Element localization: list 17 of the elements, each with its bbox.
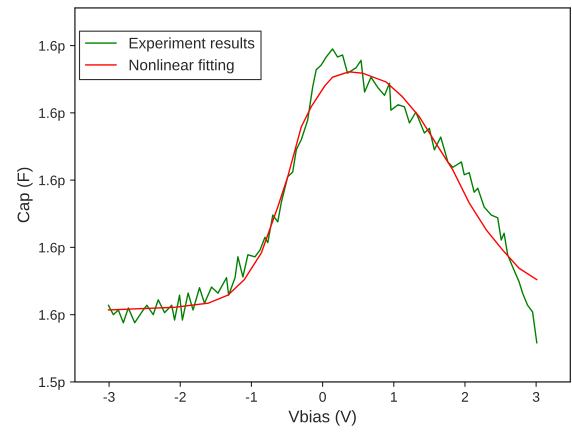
y-tick-label: 1.6p <box>39 175 65 188</box>
x-tick-label: 3 <box>532 392 540 402</box>
x-tick-label: -1 <box>246 392 257 402</box>
x-axis-title: Vbias (V) <box>288 410 356 426</box>
y-axis-title: Cap (F) <box>17 168 33 222</box>
legend-label: Nonlinear fitting <box>130 59 234 74</box>
y-tick-label: 1.5p <box>39 377 65 390</box>
y-tick-label: 1.6p <box>39 242 65 256</box>
x-tick-label: -2 <box>174 392 186 402</box>
x-tick-label: -3 <box>104 392 115 402</box>
x-tick-label: 1 <box>390 392 397 402</box>
y-tick-label: 1.6p <box>39 310 65 323</box>
y-tick-label: 1.6p <box>39 40 65 54</box>
legend-label: Experiment results <box>130 37 254 52</box>
x-tick-label: 2 <box>462 392 468 402</box>
x-tick-label: 0 <box>319 392 326 402</box>
y-tick-label: 1.6p <box>39 108 65 121</box>
